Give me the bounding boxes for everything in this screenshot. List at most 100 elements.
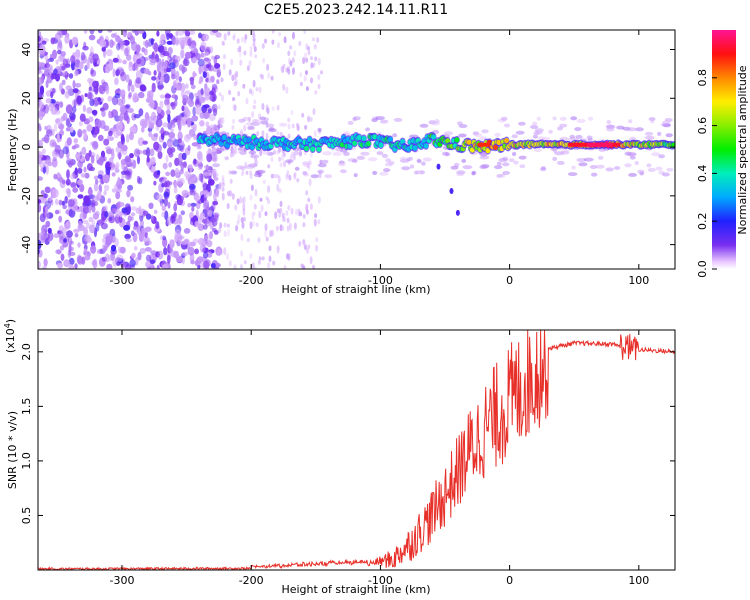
- heatmap-noise-cell: [264, 229, 268, 238]
- heatmap-noise-cell: [293, 222, 297, 230]
- heatmap-noise-cell: [215, 32, 222, 38]
- heatmap-noise-cell: [177, 138, 182, 144]
- heatmap-noise-cell: [156, 106, 162, 114]
- heatmap-noise-cell: [57, 30, 63, 36]
- heatmap-noise-cell: [220, 77, 224, 83]
- heatmap-noise-cell: [189, 183, 196, 190]
- heatmap-noise-cell: [139, 247, 146, 254]
- y-tick-label: 1.5: [20, 398, 33, 416]
- heatmap-halo-cell: [648, 117, 656, 122]
- heatmap-noise-cell: [67, 160, 73, 168]
- heatmap-noise-cell: [122, 114, 128, 121]
- heatmap-noise-cell: [141, 47, 146, 53]
- heatmap-noise-cell: [215, 188, 220, 198]
- heatmap-noise-cell: [190, 202, 197, 207]
- heatmap-noise-cell: [86, 236, 92, 244]
- heatmap-noise-cell: [162, 50, 170, 57]
- heatmap-noise-cell: [259, 197, 263, 202]
- heatmap-noise-cell: [222, 63, 226, 70]
- heatmap-halo-cell: [458, 124, 468, 129]
- heatmap-noise-cell: [319, 159, 323, 165]
- heatmap-noise-cell: [40, 75, 45, 84]
- heatmap-halo-cell: [385, 158, 391, 163]
- heatmap-noise-cell: [281, 225, 285, 231]
- heatmap-noise-cell: [253, 99, 257, 105]
- heatmap-halo-cell: [255, 169, 266, 174]
- heatmap-noise-cell: [131, 252, 136, 259]
- heatmap-halo-cell: [576, 118, 586, 123]
- heatmap-halo-cell: [371, 118, 378, 123]
- heatmap-noise-cell: [123, 224, 131, 231]
- heatmap-noise-cell: [167, 201, 171, 209]
- heatmap-noise-cell: [207, 209, 213, 217]
- heatmap-noise-cell: [115, 191, 121, 200]
- heatmap-noise-cell: [285, 173, 289, 181]
- heatmap-halo-cell: [513, 160, 519, 165]
- heatmap-noise-cell: [162, 162, 168, 170]
- snr-x-label: Height of straight line (km): [281, 583, 430, 596]
- heatmap-noise-cell: [228, 89, 232, 95]
- heatmap-ridge-cell: [504, 138, 509, 144]
- heatmap-halo-cell: [655, 166, 663, 171]
- heatmap-noise-cell: [287, 50, 291, 57]
- heatmap-halo-cell: [616, 125, 625, 130]
- heatmap-halo-cell: [595, 164, 605, 169]
- heatmap-noise-cell: [107, 254, 113, 262]
- heatmap-halo-cell: [279, 122, 288, 127]
- y-tick-label: 0.5: [20, 507, 33, 525]
- heatmap-noise-cell: [151, 51, 155, 61]
- heatmap-halo-cell: [317, 169, 324, 174]
- heatmap-noise-cell: [125, 238, 132, 243]
- heatmap-noise-cell: [187, 38, 192, 47]
- heatmap-noise-cell: [303, 30, 307, 35]
- heatmap-noise-cell: [267, 72, 271, 79]
- heatmap-noise-cell: [267, 198, 270, 205]
- x-tick-label: -300: [110, 274, 135, 287]
- heatmap-halo-cell: [559, 123, 568, 128]
- heatmap-noise-cell: [261, 256, 265, 261]
- heatmap-noise-cell: [233, 73, 237, 81]
- heatmap-noise-cell: [71, 36, 79, 46]
- heatmap-noise-cell: [162, 237, 168, 248]
- heatmap-noise-cell: [197, 256, 204, 262]
- heatmap-noise-cell: [291, 123, 295, 129]
- heatmap-noise-cell: [218, 182, 222, 188]
- heatmap-noise-cell: [241, 198, 245, 204]
- heatmap-noise-cell: [84, 93, 88, 98]
- heatmap-noise-cell: [116, 254, 124, 262]
- heatmap-noise-cell: [109, 39, 114, 48]
- heatmap-halo-cell: [498, 158, 508, 162]
- heatmap-noise-cell: [164, 93, 172, 99]
- heatmap-halo-cell: [340, 169, 347, 174]
- heatmap-noise-cell: [57, 50, 62, 55]
- heatmap-noise-cell: [249, 194, 253, 201]
- heatmap-noise-cell: [101, 46, 106, 52]
- heatmap-noise-cell: [136, 58, 142, 65]
- heatmap-noise-cell: [293, 50, 297, 57]
- heatmap-noise-cell: [165, 109, 171, 115]
- heatmap-noise-cell: [148, 131, 153, 138]
- heatmap-halo-cell: [559, 116, 567, 121]
- heatmap-noise-cell: [245, 97, 249, 105]
- heatmap-noise-cell: [279, 200, 283, 208]
- heatmap-noise-cell: [170, 119, 175, 125]
- heatmap-noise-cell: [191, 115, 199, 122]
- heatmap-noise-cell: [276, 245, 280, 254]
- heatmap-noise-cell: [58, 199, 63, 206]
- heatmap-noise-cell: [46, 129, 53, 137]
- heatmap-noise-cell: [82, 104, 86, 113]
- heatmap-noise-cell: [265, 104, 269, 112]
- y-tick-label: 2.0: [20, 343, 33, 361]
- heatmap-halo-cell: [205, 150, 211, 155]
- heatmap-noise-cell: [82, 45, 89, 51]
- heatmap-noise-cell: [174, 229, 182, 238]
- heatmap-noise-cell: [169, 239, 174, 249]
- heatmap-halo-cell: [628, 119, 633, 124]
- heatmap-noise-cell: [70, 126, 74, 133]
- heatmap-noise-cell: [199, 76, 204, 83]
- heatmap-noise-cell: [163, 197, 168, 207]
- heatmap-noise-cell: [58, 54, 65, 63]
- heatmap-noise-cell: [67, 249, 72, 258]
- heatmap-noise-cell: [83, 30, 88, 34]
- heatmap-noise-cell: [308, 178, 312, 187]
